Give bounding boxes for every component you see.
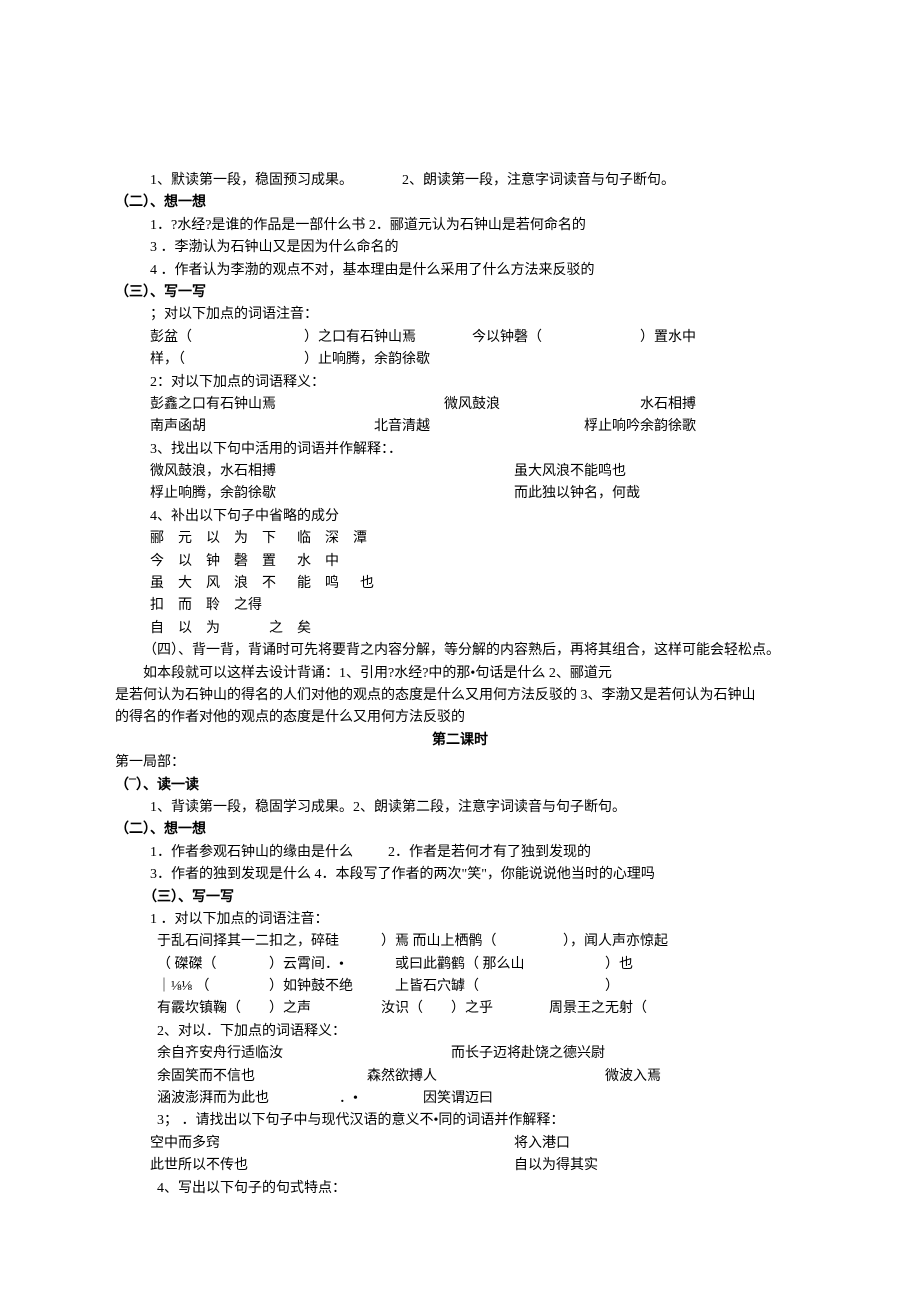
text: 上皆石穴罅（ bbox=[395, 976, 605, 998]
lesson1-sp5: 自 以 为 之 矣 bbox=[115, 618, 805, 640]
text: ） bbox=[605, 976, 619, 998]
text: 周景王之无射（ bbox=[549, 998, 647, 1020]
text: 而此独以钟名，何哉 bbox=[514, 483, 640, 505]
text: ）也 bbox=[605, 954, 633, 976]
text: 微风鼓浪，水石相搏 bbox=[150, 461, 514, 483]
lesson1-read-b: 2、朗读第一段，注意字词读音与句子断句。 bbox=[402, 173, 675, 188]
lesson1-write-r4: 微风鼓浪，水石相搏 虽大风浪不能鸣也 bbox=[115, 461, 805, 483]
text: 或曰此鹳鹤（ 那么山 bbox=[395, 954, 605, 976]
lesson1-sp3: 虽 大 风 浪 不 能 鸣 也 bbox=[115, 573, 805, 595]
lesson1-think-head: （二）、想一想 bbox=[115, 192, 805, 214]
text: 将入港口 bbox=[514, 1133, 570, 1155]
lesson1-write-intro4: 4、补出以下句子中省略的成分 bbox=[115, 506, 805, 528]
text: ）之声 bbox=[269, 998, 381, 1020]
lesson1-write-row1: 彭盆（ ）之口有石钟山焉 今以钟磬（ ）置水中 bbox=[115, 327, 805, 349]
text: ）云霄间．• bbox=[269, 954, 395, 976]
text: 南声函胡 bbox=[150, 416, 374, 438]
lesson2-write-l1: 于乱石间择其一二扣之，碎硅 ）焉 而山上栖鹘（ ），闻人声亦惊起 bbox=[115, 931, 805, 953]
text: 于乱石间择其一二扣之，碎硅 bbox=[157, 931, 381, 953]
text: 彭盆（ bbox=[150, 327, 304, 349]
text: 而长子迈将赴饶之德兴尉 bbox=[451, 1043, 605, 1065]
lesson2-think-row1: 1．作者参观石钟山的缘由是什么 2．作者是若何才有了独到发现的 bbox=[115, 842, 805, 864]
lesson2-write-l2: （ 磔磔（ ）云霄间．• 或曰此鹳鹤（ 那么山 ）也 bbox=[115, 954, 805, 976]
lesson1-read-row: 1、默读第一段，稳固预习成果。 2、朗读第一段，注意字词读音与句子断句。 bbox=[115, 170, 805, 192]
lesson1-write-head: （三）、写一写 bbox=[115, 282, 805, 304]
text: 水石相搏 bbox=[640, 394, 696, 416]
text: 彭鑫之口有石钟山焉 bbox=[150, 394, 444, 416]
lesson2-write-r2: 余固笑而不信也 森然欲搏人 微波入焉 bbox=[115, 1066, 805, 1088]
text: 样，（ bbox=[150, 349, 304, 371]
lesson1-sp2: 今 以 钟 磬 置 水 中 bbox=[115, 551, 805, 573]
lesson1-write-intro1: ；对以下加点的词语注音： bbox=[115, 304, 805, 326]
lesson2-think-q3: 3．作者的独到发现是什么 4．本段写了作者的两次"笑"，你能说说他当时的心理吗 bbox=[115, 864, 805, 886]
text: 空中而多窍 bbox=[150, 1133, 514, 1155]
lesson2-write-m2: 此世所以不传也 自以为得其实 bbox=[115, 1155, 805, 1177]
text: 微风鼓浪 bbox=[444, 394, 640, 416]
lesson1-recite-p4: 的得名的作者对他的观点的态度是什么又用何方法反驳的 bbox=[115, 707, 805, 729]
text: ．• bbox=[339, 1088, 423, 1110]
text: ）之乎 bbox=[451, 998, 549, 1020]
lesson2-write-head: （三）、写一写 bbox=[115, 887, 805, 909]
text: 此世所以不传也 bbox=[150, 1155, 514, 1177]
lesson2-write-l4: 有霰坎镇鞠（ ）之声 汝识（ ）之乎 周景王之无射（ bbox=[115, 998, 805, 1020]
text: 余自齐安舟行适临汝 bbox=[157, 1043, 451, 1065]
text: 森然欲搏人 bbox=[367, 1066, 605, 1088]
lesson2-part-label: 第一局部： bbox=[115, 752, 805, 774]
lesson2-write-intro4: 4、写出以下句子的句式特点： bbox=[115, 1178, 805, 1200]
lesson1-recite-p1: （四）、背一背，背诵时可先将要背之内容分解，等分解的内容熟后，再将其组合，这样可… bbox=[115, 640, 805, 662]
text: 因笑谓迈曰 bbox=[423, 1088, 493, 1110]
text: 余固笑而不信也 bbox=[157, 1066, 367, 1088]
text: 1．作者参观石钟山的缘由是什么 bbox=[150, 842, 388, 864]
lesson1-write-r5: 桴止响腾，余韵徐歇 而此独以钟名，何哉 bbox=[115, 483, 805, 505]
text: ）之口有石钟山焉 bbox=[304, 327, 472, 349]
text: 汝识（ bbox=[381, 998, 451, 1020]
text: 涵波澎湃而为此也 bbox=[157, 1088, 339, 1110]
lesson1-write-r3: 南声函胡 北音清越 桴止响吟余韵徐歌 bbox=[115, 416, 805, 438]
text: 桴止响吟余韵徐歌 bbox=[584, 416, 696, 438]
text: ）止响腾，余韵徐歇 bbox=[304, 349, 430, 371]
lesson1-sp4: 扣 而 聆 之得 bbox=[115, 595, 805, 617]
lesson2-write-r3: 涵波澎湃而为此也 ．• 因笑谓迈曰 bbox=[115, 1088, 805, 1110]
lesson1-sp1: 郦 元 以 为 下 临 深 潭 bbox=[115, 528, 805, 550]
text: 有霰坎镇鞠（ bbox=[157, 998, 269, 1020]
text: 今以钟磬（ bbox=[472, 327, 640, 349]
lesson2-read-item: 1、背读第一段，稳固学习成果。2、朗读第二段，注意字词读音与句子断句。 bbox=[115, 797, 805, 819]
text: 北音清越 bbox=[374, 416, 584, 438]
text: 桴止响腾，余韵徐歇 bbox=[150, 483, 514, 505]
lesson1-write-intro3: 3、找出以下句中活用的词语并作解释：． bbox=[115, 439, 805, 461]
lesson2-read-head: （¯）、读一读 bbox=[115, 775, 805, 797]
lesson1-recite-p2: 如本段就可以这样去设计背诵：1、引用?水经?中的那•句话是什么 2、郦道元 bbox=[115, 663, 805, 685]
text: ｜⅛⅛ （ bbox=[157, 976, 269, 998]
text: 2．作者是若何才有了独到发现的 bbox=[388, 842, 591, 864]
text: ）焉 而山上栖鹘（ bbox=[381, 931, 563, 953]
text: ）置水中 bbox=[640, 327, 696, 349]
lesson1-write-intro2: 2：对以下加点的词语释义： bbox=[115, 372, 805, 394]
lesson2-write-r1: 余自齐安舟行适临汝 而长子迈将赴饶之德兴尉 bbox=[115, 1043, 805, 1065]
lesson1-read-a: 1、默读第一段，稳固预习成果。 bbox=[150, 173, 353, 188]
lesson2-write-l3: ｜⅛⅛ （ ）如钟鼓不绝 上皆石穴罅（ ） bbox=[115, 976, 805, 998]
lesson1-think-q1: 1．?水经?是谁的作品是一部什么书 2．郦道元认为石钟山是若何命名的 bbox=[115, 215, 805, 237]
lesson2-think-head: （二）、想一想 bbox=[115, 819, 805, 841]
text: 微波入焉 bbox=[605, 1066, 661, 1088]
lesson1-recite-p3: 是若何认为石钟山的得名的人们对他的观点的态度是什么又用何方法反驳的 3、李渤又是… bbox=[115, 685, 805, 707]
lesson2-write-intro1: 1 ．对以下加点的词语注音： bbox=[115, 909, 805, 931]
text: ）如钟鼓不绝 bbox=[269, 976, 395, 998]
lesson2-title: 第二课时 bbox=[115, 730, 805, 752]
lesson1-think-q4: 4 ．作者认为李渤的观点不对，基本理由是什么采用了什么方法来反驳的 bbox=[115, 260, 805, 282]
text: 自以为得其实 bbox=[514, 1155, 598, 1177]
text: ），闻人声亦惊起 bbox=[563, 931, 668, 953]
lesson1-think-q3: 3 ．李渤认为石钟山又是因为什么命名的 bbox=[115, 237, 805, 259]
text: 虽大风浪不能鸣也 bbox=[514, 461, 626, 483]
lesson1-write-r2: 彭鑫之口有石钟山焉 微风鼓浪 水石相搏 bbox=[115, 394, 805, 416]
lesson2-write-intro2: 2、对以．下加点的词语释义： bbox=[115, 1021, 805, 1043]
lesson1-write-row2: 样，（ ）止响腾，余韵徐歇 bbox=[115, 349, 805, 371]
document-page: 1、默读第一段，稳固预习成果。 2、朗读第一段，注意字词读音与句子断句。 （二）… bbox=[0, 0, 920, 1260]
lesson2-write-intro3: 3； ．请找出以下句子中与现代汉语的意义不•同的词语并作解释： bbox=[115, 1110, 805, 1132]
text: （ 磔磔（ bbox=[157, 954, 269, 976]
lesson2-write-m1: 空中而多窍 将入港口 bbox=[115, 1133, 805, 1155]
